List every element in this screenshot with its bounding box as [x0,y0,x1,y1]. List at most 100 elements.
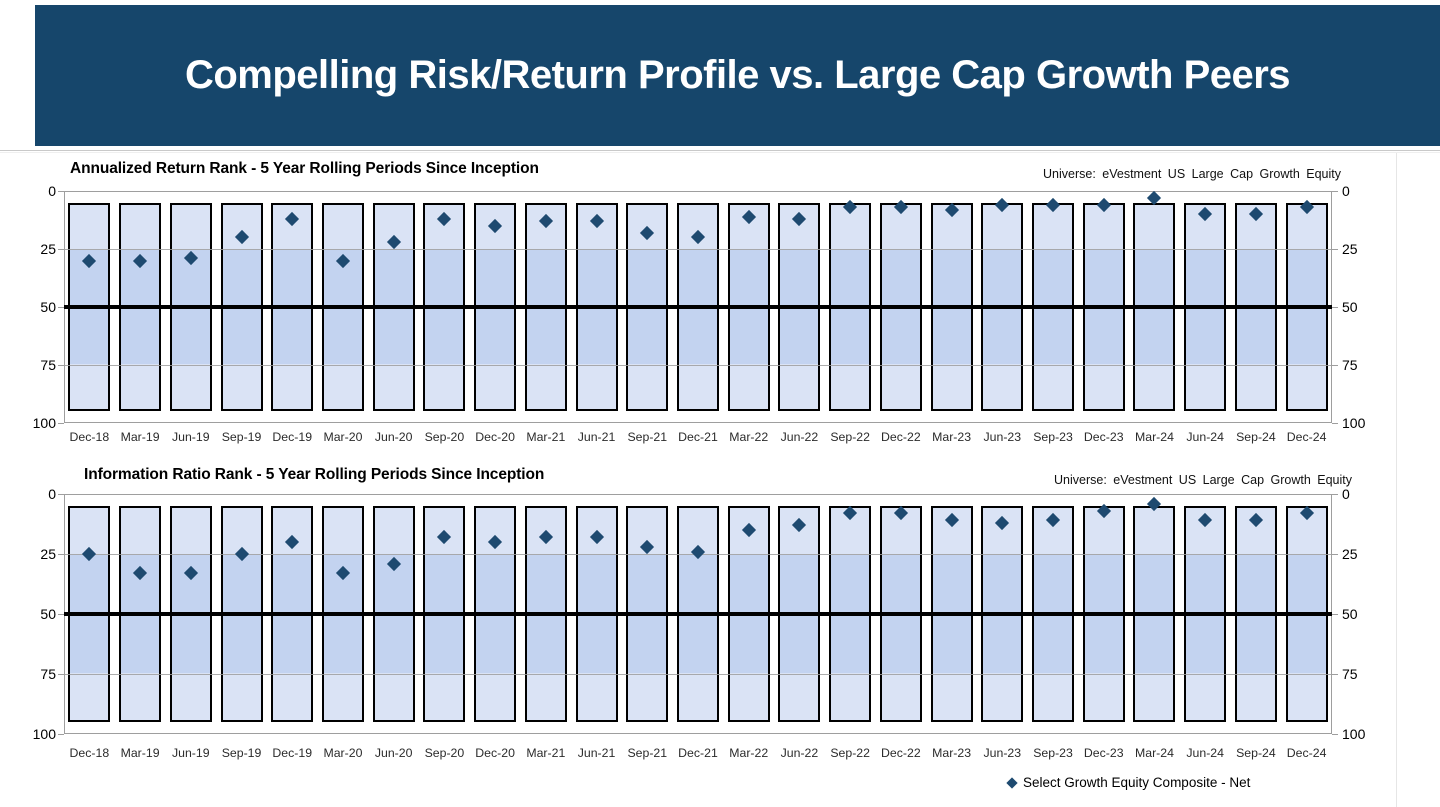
y-axis-tick [1332,191,1338,192]
y-axis-tick [58,734,64,735]
quartile-band-top [70,204,109,251]
y-axis-label-right: 0 [1342,183,1350,199]
quartile-band-bottom [831,672,870,720]
y-axis-tick [58,423,64,424]
quartile-band-bottom [679,363,717,410]
x-axis-label: Dec-24 [1286,746,1327,760]
y-axis-tick [58,554,64,555]
y-axis-tick [1332,554,1338,555]
y-axis-label-left: 25 [40,241,56,257]
x-axis-label: Mar-21 [526,430,566,444]
y-axis-tick [1332,365,1338,366]
quartile-band-top [1135,508,1174,556]
universe-label: Universe: eVestment US Large Cap Growth … [1054,473,1352,487]
quartile-band-bottom [1186,363,1225,410]
y-axis-tick [58,191,64,192]
x-axis-label: Sep-20 [424,746,465,760]
x-axis-label: Dec-18 [69,430,110,444]
quartile-band-bottom [171,363,210,410]
x-axis-label: Jun-19 [171,430,210,444]
quartile-band-bottom [121,363,160,410]
quartile-band-bottom [780,672,819,720]
quartile-band-bottom [273,363,312,410]
x-axis-label: Mar-23 [932,430,972,444]
y-axis-label-left: 75 [40,357,56,373]
y-axis-tick [58,365,64,366]
quartile-band-bottom [70,363,109,410]
quartile-band-bottom [323,672,362,720]
x-axis-label: Dec-20 [475,746,515,760]
y-axis-tick [1332,674,1338,675]
y-axis-label-right: 50 [1342,299,1358,315]
quartile-band-top [1084,204,1123,251]
y-axis-label-right: 50 [1342,606,1358,622]
quartile-band-bottom [1034,363,1073,410]
quartile-band-bottom [1236,672,1275,720]
y-axis-tick [1332,307,1338,308]
x-axis-label: Dec-23 [1083,746,1124,760]
x-axis-label: Dec-21 [678,430,718,444]
quartile-band-top [1034,204,1073,251]
quartile-band-bottom [1135,672,1174,720]
x-axis-label: Jun-21 [577,430,616,444]
y-axis-tick [1332,614,1338,615]
x-axis-label: Jun-20 [374,746,413,760]
x-axis-label: Sep-23 [1033,746,1073,760]
y-axis-tick [1332,734,1338,735]
x-axis-label: Sep-20 [424,430,465,444]
y-axis-tick [1332,494,1338,495]
x-axis-label: Jun-23 [983,430,1022,444]
quartile-band-bottom [628,363,667,410]
quartile-band-top [121,508,160,556]
y-axis-label-right: 75 [1342,357,1358,373]
slide-title: Compelling Risk/Return Profile vs. Large… [184,53,1291,97]
quartile-band-bottom [374,672,413,720]
x-axis-label: Jun-24 [1186,430,1224,444]
x-axis-label: Mar-20 [323,430,363,444]
x-axis-label: Dec-20 [475,430,515,444]
quartile-band-bottom [1236,363,1275,410]
quartile-band-bottom [932,672,971,720]
quartile-band-bottom [983,672,1022,720]
gridline [64,249,1332,250]
quartile-band-bottom [323,363,362,410]
quartile-band-bottom [1135,363,1174,410]
quartile-band-bottom [70,672,109,720]
quartile-band-bottom [476,363,515,410]
x-axis-label: Jun-20 [374,430,413,444]
y-axis-label-left: 100 [32,726,56,742]
quartile-band-bottom [1084,363,1123,410]
x-axis-label: Sep-24 [1236,430,1276,444]
x-axis-label: Dec-24 [1286,430,1327,444]
quartile-band-top [374,508,413,556]
gridline [64,365,1332,366]
x-axis-label: Mar-24 [1134,430,1174,444]
median-line [64,305,1332,309]
slide-header: Compelling Risk/Return Profile vs. Large… [35,5,1440,146]
x-axis-label: Jun-19 [171,746,210,760]
y-axis-tick [1332,249,1338,250]
y-axis-label-left: 75 [40,666,56,682]
x-axis-label: Sep-23 [1033,430,1073,444]
quartile-band-bottom [121,672,160,720]
quartile-band-bottom [526,363,565,410]
quartile-band-bottom [222,363,261,410]
y-axis-label-left: 50 [40,606,56,622]
y-axis-label-left: 50 [40,299,56,315]
median-line [64,612,1332,616]
y-axis-tick [58,307,64,308]
x-axis-label: Dec-21 [678,746,718,760]
x-axis-label: Mar-22 [729,430,769,444]
quartile-band-bottom [577,363,616,410]
header-divider-shadow [0,152,1440,153]
x-axis-label: Dec-18 [69,746,110,760]
quartile-band-bottom [476,672,515,720]
quartile-band-bottom [273,672,312,720]
y-axis-label-left: 0 [48,486,56,502]
quartile-band-bottom [780,363,819,410]
quartile-band-bottom [932,363,971,410]
quartile-band-top [983,204,1022,251]
diamond-marker-icon [1006,776,1018,789]
x-axis-label: Mar-22 [729,746,769,760]
